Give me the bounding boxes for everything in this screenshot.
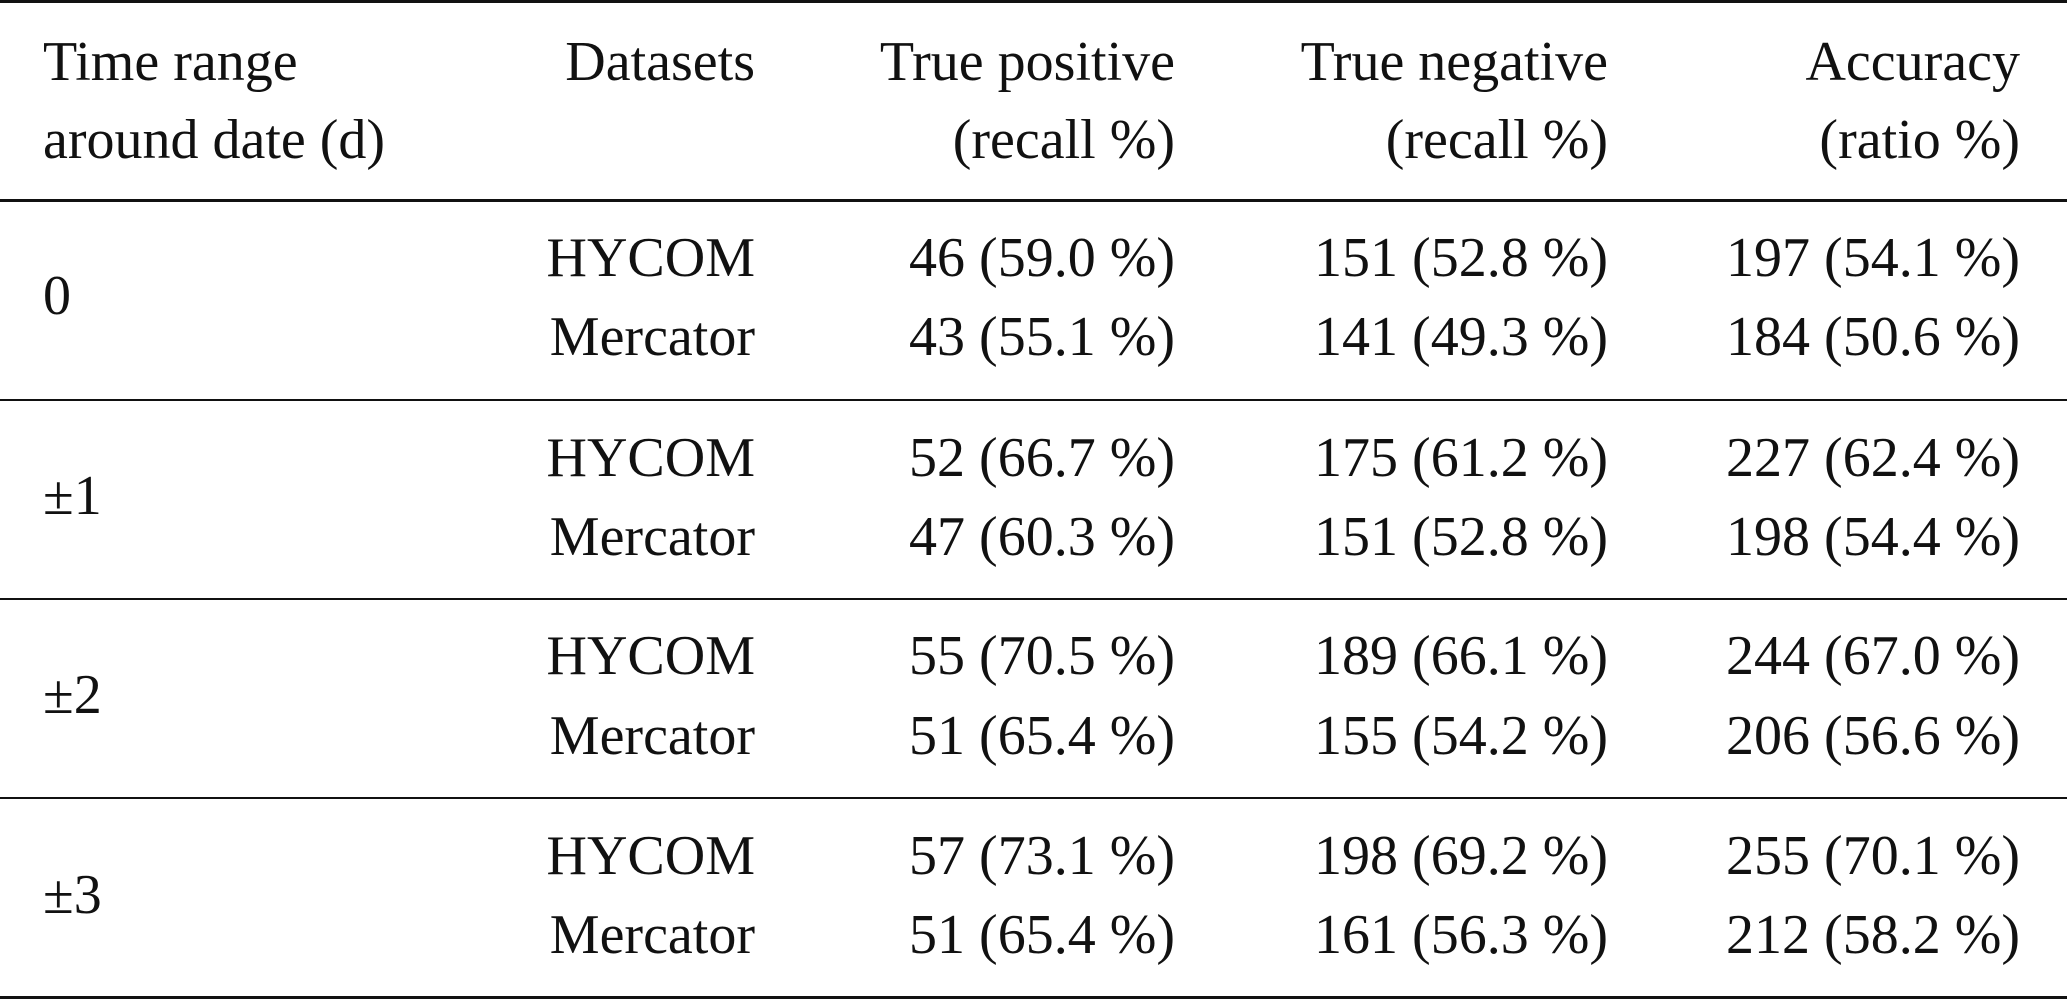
header-accuracy-line1: Accuracy [1805,31,2020,93]
true-negative-cell: 151 (52.8 %) [1314,506,1608,568]
dataset-cell: HYCOM [546,825,755,887]
dataset-cell: Mercator [549,306,755,368]
header-true-negative-line1: True negative [1300,31,1608,93]
header-datasets: Datasets [565,31,755,93]
true-positive-cell: 51 (65.4 %) [909,705,1175,767]
true-positive-cell: 43 (55.1 %) [909,306,1175,368]
accuracy-cell: 206 (56.6 %) [1726,705,2020,767]
header-true-positive-line1: True positive [879,31,1175,93]
accuracy-cell: 255 (70.1 %) [1726,825,2020,887]
group-range-label: ±2 [43,664,102,726]
true-negative-cell: 155 (54.2 %) [1314,705,1608,767]
true-negative-cell: 175 (61.2 %) [1314,427,1608,489]
group-range-label: ±1 [43,465,102,527]
header-accuracy-line2: (ratio %) [1819,109,2020,171]
header-rule [0,199,2067,202]
group-rule [0,797,2067,799]
dataset-cell: HYCOM [546,427,755,489]
true-positive-cell: 55 (70.5 %) [909,625,1175,687]
top-rule [0,0,2067,3]
true-negative-cell: 198 (69.2 %) [1314,825,1608,887]
true-positive-cell: 51 (65.4 %) [909,904,1175,966]
dataset-cell: Mercator [549,506,755,568]
header-time-range-line1: Time range [43,31,298,93]
accuracy-cell: 244 (67.0 %) [1726,625,2020,687]
dataset-cell: HYCOM [546,625,755,687]
accuracy-cell: 197 (54.1 %) [1726,227,2020,289]
true-positive-cell: 46 (59.0 %) [909,227,1175,289]
group-rule [0,598,2067,600]
accuracy-cell: 198 (54.4 %) [1726,506,2020,568]
header-time-range-line2: around date (d) [43,109,386,171]
true-positive-cell: 52 (66.7 %) [909,427,1175,489]
group-range-label: ±3 [43,864,102,926]
true-positive-cell: 57 (73.1 %) [909,825,1175,887]
true-positive-cell: 47 (60.3 %) [909,506,1175,568]
true-negative-cell: 151 (52.8 %) [1314,227,1608,289]
true-negative-cell: 189 (66.1 %) [1314,625,1608,687]
bottom-rule [0,996,2067,999]
header-true-negative-line2: (recall %) [1385,109,1608,171]
accuracy-cell: 227 (62.4 %) [1726,427,2020,489]
header-true-positive-line2: (recall %) [952,109,1175,171]
dataset-cell: Mercator [549,904,755,966]
group-rule [0,399,2067,401]
true-negative-cell: 161 (56.3 %) [1314,904,1608,966]
accuracy-cell: 212 (58.2 %) [1726,904,2020,966]
dataset-cell: HYCOM [546,227,755,289]
accuracy-cell: 184 (50.6 %) [1726,306,2020,368]
group-range-label: 0 [43,265,71,327]
dataset-cell: Mercator [549,705,755,767]
true-negative-cell: 141 (49.3 %) [1314,306,1608,368]
